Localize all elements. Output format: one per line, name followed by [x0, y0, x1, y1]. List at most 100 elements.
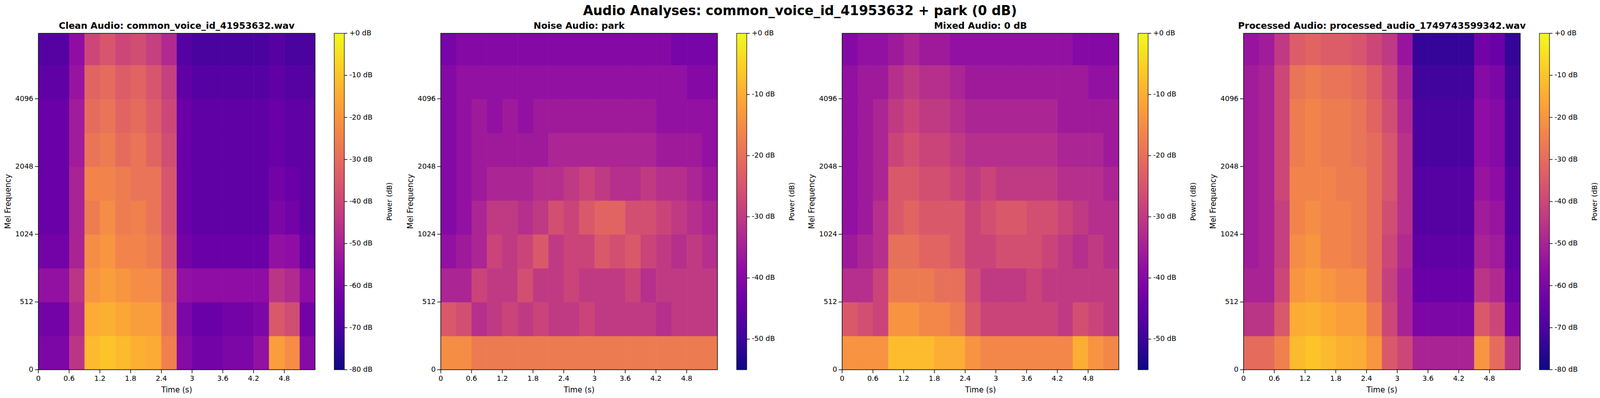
- cell: [949, 166, 966, 201]
- colorbar-tick: [746, 216, 750, 218]
- cell: [471, 166, 488, 201]
- cell: [640, 166, 657, 201]
- colorbar-label: Power (dB): [385, 182, 394, 221]
- x-tick-label: 1.2: [496, 374, 508, 383]
- cell: [857, 166, 873, 201]
- cell: [486, 33, 503, 66]
- cell: [625, 132, 641, 168]
- cell: [1072, 98, 1089, 134]
- colorbar-tick-label: -10 dB: [751, 89, 776, 98]
- cell: [702, 98, 718, 134]
- cell: [609, 234, 626, 269]
- cell: [207, 234, 224, 269]
- cell: [533, 335, 549, 370]
- cell: [517, 335, 534, 370]
- cell: [1474, 234, 1490, 269]
- x-tick-label: 4.2: [1051, 374, 1063, 383]
- cell: [1474, 64, 1490, 99]
- cell: [222, 98, 239, 134]
- cell: [888, 335, 904, 370]
- cell: [69, 166, 85, 201]
- cell: [1381, 335, 1398, 370]
- cell: [1381, 33, 1398, 66]
- cell: [1026, 234, 1043, 269]
- cell: [1412, 98, 1429, 134]
- cell: [1243, 33, 1260, 66]
- cells: [440, 33, 718, 370]
- colorbar-tick-label: +0 dB: [349, 28, 372, 37]
- cell: [145, 33, 162, 66]
- colorbar-tick-label: -60 dB: [1554, 281, 1578, 290]
- cell: [548, 64, 564, 99]
- x-tick: [440, 369, 441, 374]
- cell: [579, 132, 595, 168]
- panel: 00.61.21.82.433.64.24.80512102420484096T…: [405, 20, 797, 395]
- cell: [145, 64, 162, 99]
- cell: [918, 335, 935, 370]
- cell: [115, 200, 131, 235]
- colorbar-label: Power (dB): [1189, 182, 1198, 221]
- cell: [130, 200, 147, 235]
- cell: [1366, 132, 1383, 168]
- cell: [299, 132, 316, 168]
- cell: [53, 33, 70, 66]
- cell: [1088, 301, 1104, 337]
- cells: [1243, 33, 1521, 370]
- x-tick: [99, 369, 100, 374]
- x-tick: [1088, 369, 1089, 374]
- colorbar-tick: [1148, 93, 1152, 95]
- cell: [671, 200, 688, 235]
- cell: [640, 335, 657, 370]
- cell: [440, 132, 457, 168]
- panel: 00.61.21.82.433.64.24.80512102420484096T…: [807, 20, 1198, 395]
- cell: [1505, 268, 1521, 303]
- cell: [671, 64, 688, 99]
- cell: [1072, 33, 1089, 66]
- cell: [53, 335, 70, 370]
- cell: [1366, 268, 1383, 303]
- cell: [176, 200, 193, 235]
- cell: [1489, 234, 1506, 269]
- cell: [965, 234, 982, 269]
- cell: [253, 268, 270, 303]
- cell: [455, 301, 472, 337]
- cell: [888, 33, 904, 66]
- cell: [980, 234, 997, 269]
- cell: [1305, 200, 1321, 235]
- cell: [563, 98, 580, 134]
- cell: [655, 33, 672, 66]
- cell: [53, 98, 70, 134]
- cell: [655, 335, 672, 370]
- cell: [934, 132, 951, 168]
- cell: [872, 166, 889, 201]
- cell: [440, 200, 457, 235]
- cell: [533, 166, 549, 201]
- cell: [486, 200, 503, 235]
- x-tick: [1304, 369, 1306, 374]
- cell: [949, 335, 966, 370]
- cell: [1505, 335, 1521, 370]
- cell: [1351, 64, 1367, 99]
- cells: [842, 33, 1119, 370]
- cell: [1042, 301, 1058, 337]
- cell: [1258, 98, 1275, 134]
- cell: [625, 200, 641, 235]
- cell: [671, 301, 688, 337]
- cell: [1274, 335, 1290, 370]
- cell: [1427, 268, 1444, 303]
- cell: [1243, 98, 1260, 134]
- cell: [872, 200, 889, 235]
- cell: [918, 98, 935, 134]
- cell: [949, 301, 966, 337]
- cell: [1057, 335, 1073, 370]
- cell: [471, 64, 488, 99]
- y-tick-label: 1024: [15, 229, 34, 238]
- cell: [533, 33, 549, 66]
- cell: [207, 166, 224, 201]
- cell: [1072, 132, 1089, 168]
- colorbar-label: Power (dB): [1590, 182, 1599, 221]
- cell: [1305, 301, 1321, 337]
- cell: [517, 33, 534, 66]
- cell: [1026, 200, 1043, 235]
- x-tick-label: 4.8: [1483, 374, 1495, 383]
